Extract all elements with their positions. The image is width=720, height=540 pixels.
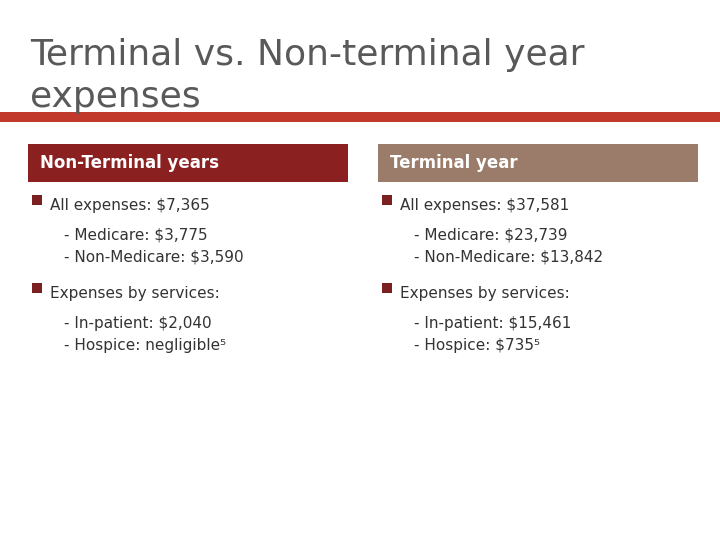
Text: Expenses by services:: Expenses by services: (50, 286, 220, 301)
Text: - Medicare: $3,775: - Medicare: $3,775 (64, 228, 207, 243)
FancyBboxPatch shape (0, 112, 720, 122)
FancyBboxPatch shape (28, 144, 348, 182)
FancyBboxPatch shape (32, 195, 42, 205)
FancyBboxPatch shape (382, 195, 392, 205)
Text: - In-patient: $2,040: - In-patient: $2,040 (64, 316, 212, 331)
Text: - Hospice: $735⁵: - Hospice: $735⁵ (414, 338, 540, 353)
Text: Expenses by services:: Expenses by services: (400, 286, 570, 301)
Text: Terminal year: Terminal year (390, 154, 518, 172)
FancyBboxPatch shape (32, 283, 42, 293)
FancyBboxPatch shape (378, 144, 698, 182)
Text: expenses: expenses (30, 80, 201, 114)
Text: - Hospice: negligible⁵: - Hospice: negligible⁵ (64, 338, 226, 353)
Text: - In-patient: $15,461: - In-patient: $15,461 (414, 316, 572, 331)
FancyBboxPatch shape (382, 283, 392, 293)
Text: Non-Terminal years: Non-Terminal years (40, 154, 219, 172)
Text: Terminal vs. Non-terminal year: Terminal vs. Non-terminal year (30, 38, 585, 72)
Text: - Non-Medicare: $13,842: - Non-Medicare: $13,842 (414, 250, 603, 265)
Text: - Non-Medicare: $3,590: - Non-Medicare: $3,590 (64, 250, 243, 265)
Text: All expenses: $7,365: All expenses: $7,365 (50, 198, 210, 213)
Text: - Medicare: $23,739: - Medicare: $23,739 (414, 228, 567, 243)
Text: All expenses: $37,581: All expenses: $37,581 (400, 198, 570, 213)
